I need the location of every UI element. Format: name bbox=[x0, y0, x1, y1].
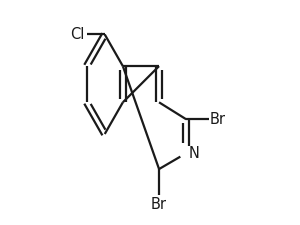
Text: Br: Br bbox=[151, 197, 167, 212]
Text: Br: Br bbox=[210, 112, 226, 127]
Text: Cl: Cl bbox=[70, 27, 85, 42]
Text: N: N bbox=[189, 146, 200, 161]
